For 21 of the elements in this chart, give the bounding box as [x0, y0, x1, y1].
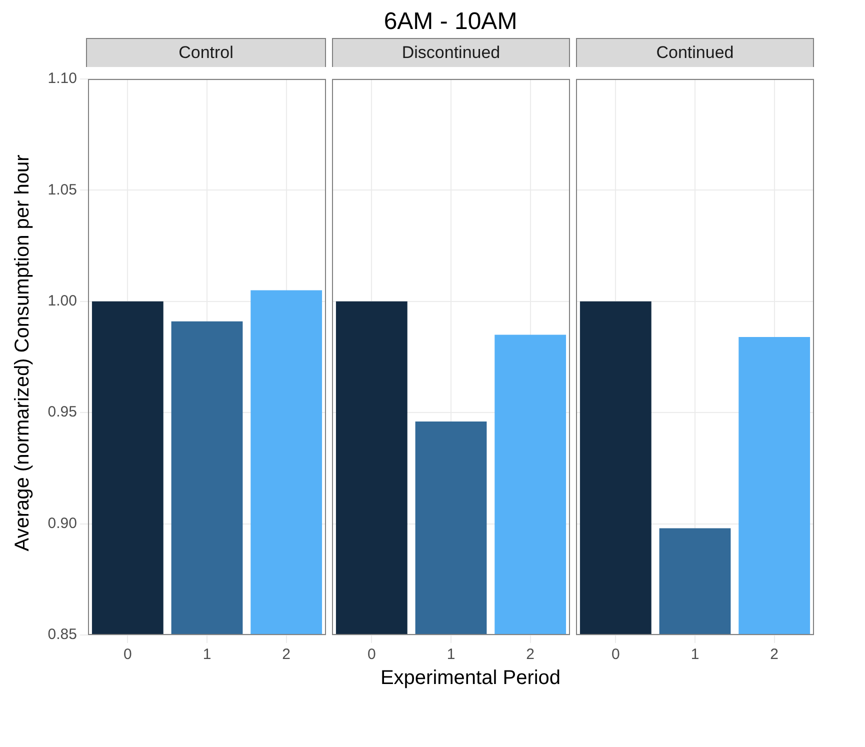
y-tick-label: 1.10	[48, 70, 77, 88]
y-tick-label: 0.95	[48, 404, 77, 421]
x-tick-label: 2	[282, 646, 291, 664]
chart-subtitle: Continued	[576, 38, 814, 67]
x-tick-label: 1	[446, 646, 456, 664]
y-axis-title: Average (normarized) Consumption per hour	[12, 154, 34, 551]
x-tick-label: 0	[367, 646, 376, 664]
x-tick-label: 1	[202, 646, 212, 664]
x-axis-title: Experimental Period	[379, 667, 562, 690]
x-tick-label: 2	[526, 646, 535, 664]
y-tick-label: 0.85	[48, 626, 77, 644]
chart-subtitle: Control	[86, 38, 326, 67]
y-tick-label: 1.05	[48, 181, 77, 198]
x-tick-label: 1	[690, 646, 700, 664]
y-tick-label: 0.90	[48, 514, 77, 532]
x-tick-label: 2	[770, 646, 779, 664]
chart-subtitle: Discontinued	[332, 38, 570, 67]
x-tick-label: 0	[611, 646, 620, 664]
y-tick-label: 1.00	[48, 292, 77, 310]
chart-title: 6AM - 10AM	[382, 8, 518, 36]
x-tick-label: 0	[123, 646, 132, 664]
